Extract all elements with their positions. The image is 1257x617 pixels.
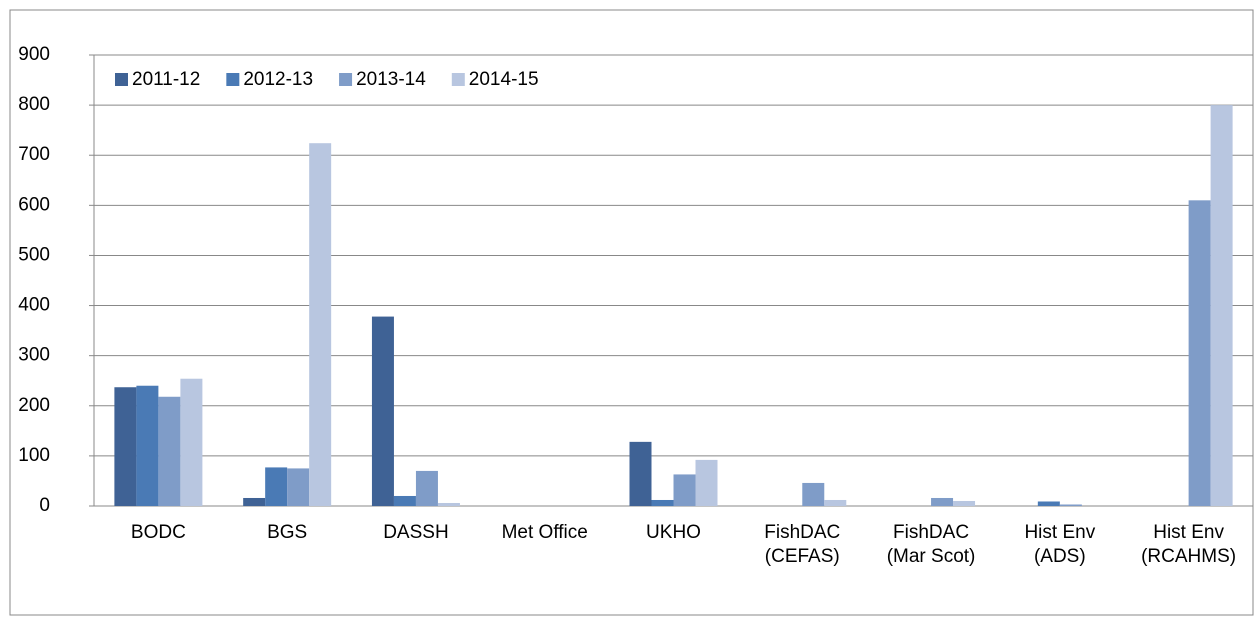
legend-swatch	[339, 73, 353, 86]
bar	[415, 470, 438, 506]
x-tick-label: FishDAC (CEFAS)	[764, 522, 841, 567]
y-tick-label: 500	[18, 244, 50, 265]
bar	[114, 387, 137, 506]
y-tick-label: 0	[39, 495, 50, 516]
x-tick-label: Hist Env (ADS)	[1024, 522, 1096, 567]
legend-swatch	[451, 73, 465, 86]
bar	[309, 143, 332, 506]
legend-label: 2011-12	[132, 69, 200, 90]
bar	[158, 396, 181, 506]
bar	[265, 467, 288, 506]
x-tick-label: FishDAC (Mar Scot)	[886, 522, 976, 567]
bar	[802, 482, 825, 506]
legend-label: 2013-14	[356, 69, 426, 90]
y-tick-label: 400	[18, 295, 50, 316]
bar	[651, 499, 674, 506]
y-tick-label: 300	[18, 345, 50, 366]
y-tick-label: 800	[18, 94, 50, 115]
legend-swatch	[226, 73, 240, 86]
y-tick-label: 100	[18, 445, 50, 466]
x-tick-label: BGS	[267, 522, 308, 543]
y-tick-label: 600	[18, 194, 50, 215]
y-tick-label: 700	[18, 144, 50, 165]
legend-label: 2012-13	[243, 69, 313, 90]
bar	[1188, 200, 1211, 507]
x-tick-label: UKHO	[646, 522, 701, 543]
bar	[371, 316, 394, 506]
bar	[1059, 504, 1082, 506]
x-tick-label: DASSH	[383, 522, 449, 543]
legend-label: 2014-15	[469, 69, 539, 90]
x-tick-label: BODC	[130, 522, 186, 543]
y-tick-label: 900	[18, 44, 50, 65]
bar	[953, 500, 976, 506]
x-tick-label: Met Office	[501, 522, 588, 543]
bar	[824, 499, 847, 506]
x-tick-label: Hist Env (RCAHMS)	[1141, 522, 1237, 567]
bar	[673, 474, 696, 506]
bar	[931, 497, 954, 506]
chart-frame	[9, 9, 1254, 616]
bar	[437, 502, 460, 506]
bar	[695, 459, 718, 506]
bar	[629, 441, 652, 506]
bar	[1210, 105, 1233, 506]
bar	[136, 385, 159, 506]
bar	[243, 497, 266, 506]
bar	[180, 378, 203, 506]
bar	[1037, 501, 1060, 506]
legend-swatch	[115, 73, 128, 86]
bar	[287, 468, 310, 506]
bar	[393, 495, 416, 506]
y-tick-label: 200	[18, 395, 50, 416]
